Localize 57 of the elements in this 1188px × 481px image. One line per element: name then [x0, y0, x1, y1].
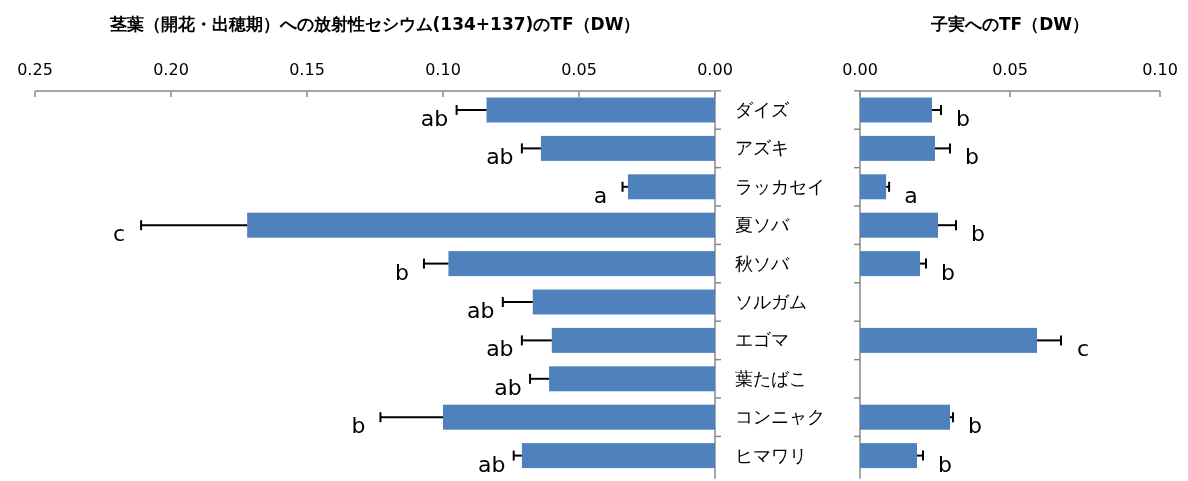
annotation: b [971, 221, 985, 247]
bar [860, 443, 917, 469]
bar [627, 174, 715, 200]
bar [540, 135, 715, 161]
bar [860, 97, 932, 123]
annotation: a [904, 182, 918, 208]
annotation: ab [467, 298, 495, 323]
y-tick-label: ラッカセイ [735, 175, 825, 197]
y-tick-label: ソルガム [735, 291, 807, 312]
y-tick-label: 葉たばこ [735, 367, 807, 389]
x-tick-label: 0.10 [1142, 60, 1178, 79]
annotation: ab [494, 374, 522, 400]
bar [860, 327, 1037, 353]
x-tick-label: 0.15 [289, 60, 325, 79]
bar [551, 327, 715, 353]
x-tick-label: 0.00 [697, 60, 733, 79]
bar [486, 97, 715, 123]
x-tick-label: 0.25 [17, 60, 53, 79]
y-tick-label: ダイズ [735, 99, 790, 120]
annotation: b [956, 106, 970, 131]
bar [860, 135, 935, 161]
chart-title: 茎葉（開花・出穂期）への放射性セシウム(134+137)のTF（DW） [108, 14, 641, 34]
annotation: c [1076, 336, 1090, 362]
x-tick-label: 0.20 [153, 60, 189, 79]
y-tick-label: エゴマ [735, 329, 789, 351]
annotation: b [965, 144, 979, 170]
annotation: b [938, 451, 952, 477]
y-tick-label: 秋ソバ [735, 252, 790, 274]
bar [443, 404, 715, 430]
annotation: ab [420, 106, 449, 131]
annotation: b [941, 259, 955, 285]
x-tick-label: 0.10 [425, 60, 461, 79]
bar [860, 174, 887, 200]
x-tick-label: 0.00 [842, 60, 878, 79]
bar [860, 212, 938, 238]
annotation: ab [486, 336, 514, 362]
bar [860, 251, 920, 277]
chart-title: 子実へのTF（DW） [929, 14, 1090, 34]
y-tick-label: コンニャク [735, 406, 825, 428]
bar [521, 443, 715, 469]
annotation: a [593, 182, 608, 208]
x-tick-label: 0.05 [561, 60, 597, 79]
bar [532, 289, 715, 315]
y-tick-label: アズキ [735, 137, 789, 159]
annotation: b [351, 413, 366, 439]
annotation: b [968, 413, 982, 439]
bar [549, 366, 715, 392]
bar [860, 404, 950, 430]
annotation: c [113, 221, 126, 247]
y-tick-label: ヒマワリ [735, 444, 807, 466]
y-tick-label: 夏ソバ [735, 214, 790, 236]
x-tick-label: 0.05 [992, 60, 1028, 79]
bar [247, 212, 715, 238]
annotation: b [394, 259, 409, 285]
annotation: ab [486, 144, 514, 170]
annotation: ab [477, 451, 506, 477]
bar [448, 251, 715, 277]
